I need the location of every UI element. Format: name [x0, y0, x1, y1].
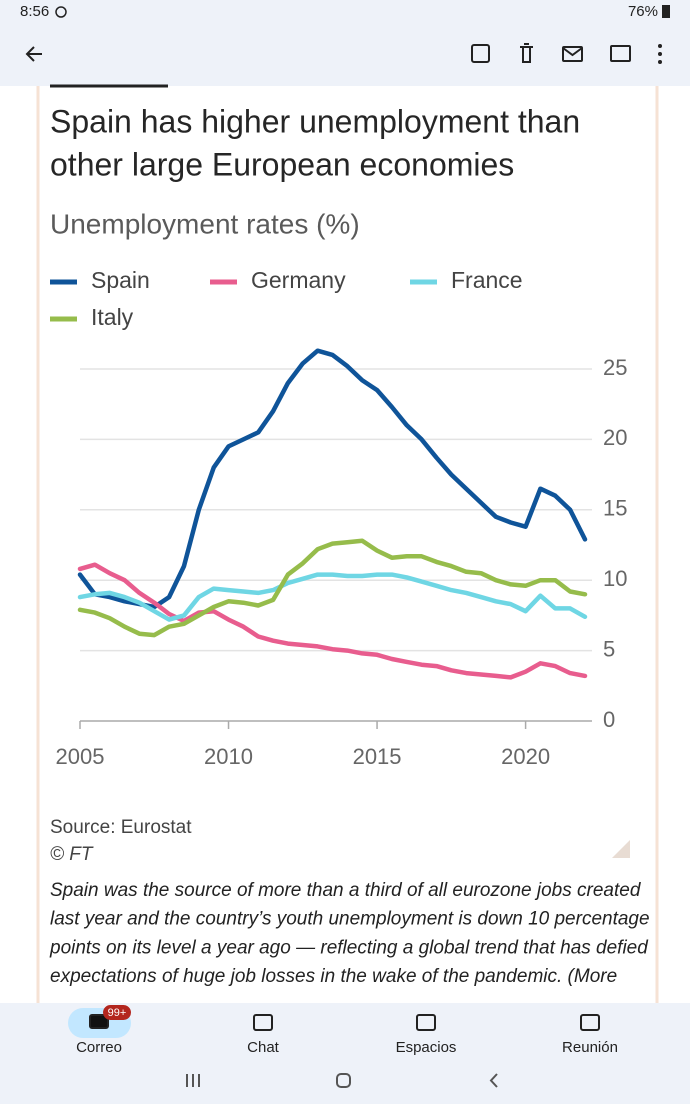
x-tick-label: 2010 [204, 744, 253, 769]
y-tick-label: 25 [603, 355, 627, 380]
status-bar [0, 0, 690, 24]
chart-title: other large European economies [50, 146, 514, 182]
y-tick-label: 10 [603, 566, 627, 591]
chart-subtitle: Unemployment rates (%) [50, 208, 360, 239]
series-line [77, 538, 588, 638]
nav-icon[interactable] [416, 1014, 436, 1031]
x-tick-label: 2005 [56, 744, 105, 769]
copyright: © FT [50, 844, 94, 865]
toolbar [0, 24, 690, 86]
legend-label: Italy [91, 304, 134, 330]
nav-label[interactable]: Correo [76, 1039, 122, 1056]
chart-title: Spain has higher unemployment than [50, 103, 580, 139]
nav-icon[interactable] [253, 1014, 273, 1031]
caption-line: points on its level a year ago — reflect… [49, 937, 649, 958]
move-button[interactable] [610, 45, 631, 62]
y-tick-label: 20 [603, 425, 627, 450]
status-icon [55, 6, 67, 18]
delete-button[interactable] [520, 43, 533, 63]
series-line [77, 572, 588, 622]
series-line [77, 348, 588, 610]
battery-icon [662, 5, 670, 18]
x-tick-label: 2015 [353, 744, 402, 769]
legend-label: France [451, 267, 523, 293]
back-button[interactable] [25, 46, 42, 62]
nav-icon[interactable] [89, 1014, 109, 1029]
nav-label[interactable]: Reunión [562, 1039, 618, 1056]
series-line [77, 562, 588, 680]
status-time: 8:56 [20, 3, 49, 20]
caption-line: Spain was the source of more than a thir… [50, 880, 642, 901]
nav-label[interactable]: Chat [247, 1039, 280, 1056]
legend-label: Spain [91, 267, 150, 293]
y-tick-label: 0 [603, 707, 615, 732]
y-tick-label: 5 [603, 636, 615, 661]
y-tick-label: 15 [603, 496, 627, 521]
badge-label: 99+ [108, 1007, 127, 1019]
x-tick-label: 2020 [501, 744, 550, 769]
nav-icon[interactable] [580, 1014, 600, 1031]
status-battery: 76% [628, 3, 658, 20]
more-button[interactable] [658, 44, 662, 64]
mail-button[interactable] [562, 46, 583, 62]
caption-line: last year and the country’s youth unempl… [50, 909, 650, 930]
badge [103, 1005, 131, 1020]
legend-label: Germany [251, 267, 346, 293]
source: Source: Eurostat [50, 817, 192, 838]
caption-line: expectations of huge job losses in the w… [50, 966, 617, 987]
system-nav [186, 1073, 498, 1088]
nav-label[interactable]: Espacios [396, 1039, 457, 1056]
archive-button[interactable] [471, 44, 490, 63]
resize-handle [612, 840, 630, 858]
